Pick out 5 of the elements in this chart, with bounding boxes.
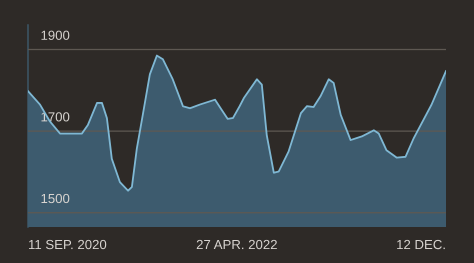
x-tick-label: 27 APR. 2022 (196, 240, 277, 250)
x-tick-label: 12 DEC. (397, 240, 445, 250)
x-tick-label: 11 SEP. 2020 (29, 240, 106, 250)
y-tick-label: 1900 (42, 30, 70, 40)
y-tick-label: 1500 (42, 194, 70, 204)
